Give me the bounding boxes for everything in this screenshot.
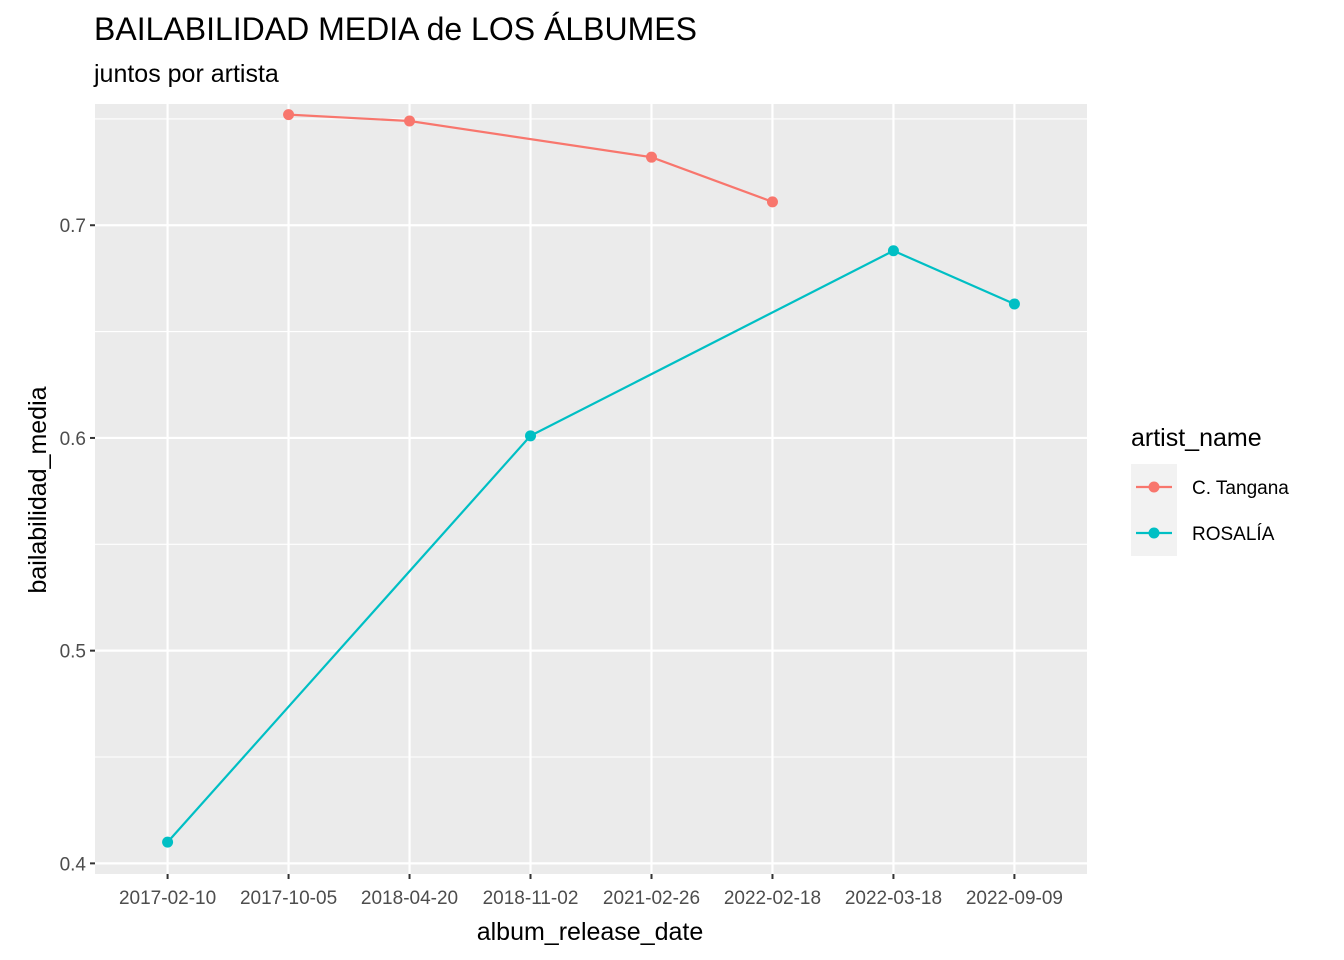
x-tick-label: 2021-02-26 <box>603 888 700 909</box>
data-point <box>283 109 295 121</box>
data-point <box>525 430 537 442</box>
legend-key-point <box>1148 481 1160 493</box>
plot-panel <box>95 104 1087 874</box>
series-layer <box>162 109 1020 848</box>
legend-key-point <box>1148 527 1160 539</box>
grid-major <box>95 104 1087 874</box>
chart-title: BAILABILIDAD MEDIA de LOS ÁLBUMES <box>94 11 697 47</box>
y-tick-label: 0.5 <box>60 642 86 663</box>
x-tick-label: 2018-11-02 <box>483 888 579 909</box>
legend-items: C. Tangana ROSALÍA <box>1131 464 1289 556</box>
y-tick-label: 0.7 <box>60 216 86 237</box>
x-tick-label: 2022-03-18 <box>845 888 942 909</box>
legend-label: ROSALÍA <box>1192 524 1275 545</box>
y-axis: 0.4 0.5 0.6 0.7 <box>60 216 95 875</box>
data-point <box>887 245 899 257</box>
legend-title: artist_name <box>1131 424 1262 452</box>
data-point <box>162 836 174 848</box>
legend-label: C. Tangana <box>1192 478 1289 499</box>
x-tick-label: 2022-09-09 <box>966 888 1063 909</box>
series-line <box>288 113 773 203</box>
x-tick-label: 2017-02-10 <box>119 888 216 909</box>
series-line <box>166 249 1015 843</box>
y-axis-title: bailabilidad_media <box>24 386 52 593</box>
x-tick-label: 2018-04-20 <box>361 888 458 909</box>
grid-minor <box>95 118 1087 758</box>
data-point <box>404 115 416 127</box>
x-axis-title: album_release_date <box>477 918 704 946</box>
legend: artist_name C. Tangana ROSALÍA <box>1131 424 1289 556</box>
x-axis: 2017-02-10 2017-10-05 2018-04-20 2018-11-02… <box>119 874 1063 909</box>
data-point <box>1008 298 1020 310</box>
y-tick-label: 0.4 <box>60 854 87 875</box>
y-tick-label: 0.6 <box>60 429 86 450</box>
data-point <box>766 196 778 208</box>
x-tick-label: 2022-02-18 <box>724 888 821 909</box>
chart-subtitle: juntos por artista <box>93 60 279 88</box>
x-tick-label: 2017-10-05 <box>240 888 337 909</box>
data-point <box>645 151 657 163</box>
